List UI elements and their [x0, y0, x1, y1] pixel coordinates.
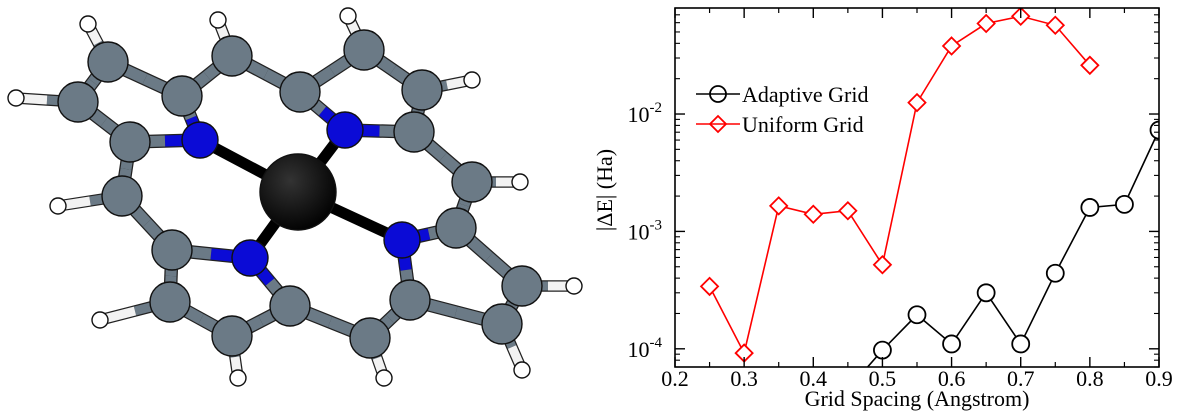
carbon-atom: [435, 207, 477, 249]
carbon-atom: [57, 81, 99, 123]
carbon-atom: [211, 315, 253, 357]
x-tick-label: 0.5: [869, 366, 897, 391]
carbon-atom: [343, 29, 385, 71]
data-point-circle: [1080, 198, 1100, 217]
porphyrin-molecule-image: [7, 7, 583, 387]
y-axis-label: |ΔE| (Ha): [592, 149, 617, 231]
x-tick-label: 0.3: [730, 366, 758, 391]
hydrogen-atom: [375, 369, 393, 387]
hydrogen-atom: [7, 89, 25, 107]
x-tick-label: 0.8: [1076, 366, 1104, 391]
nitrogen-atom: [181, 121, 219, 159]
x-tick-label: 0.2: [661, 366, 689, 391]
hydrogen-atom: [91, 311, 109, 329]
x-tick-label: 0.9: [1145, 366, 1173, 391]
carbon-atom: [151, 229, 193, 271]
hydrogen-atom: [79, 15, 97, 33]
x-axis-ticks: 0.2 0.3 0.4 0.5 0.6 0.7 0.8 0.9: [661, 8, 1173, 391]
nitrogen-atom: [326, 111, 364, 149]
carbon-atom: [87, 41, 129, 83]
y-axis-ticks: 10-4 10-3 10-2: [628, 7, 1159, 368]
chart-series-layer: [699, 8, 1159, 367]
y-tick-label: 10-4: [628, 335, 663, 362]
data-point-circle: [873, 340, 892, 360]
legend-marker-uniform: [708, 114, 728, 134]
carbon-atom: [389, 279, 431, 321]
legend-label-adaptive: Adaptive Grid: [742, 82, 868, 107]
data-point-diamond: [976, 13, 996, 34]
carbon-atom: [451, 161, 493, 203]
carbon-atom: [109, 121, 151, 163]
data-point-circle: [1045, 263, 1065, 283]
legend-label-uniform: Uniform Grid: [742, 112, 864, 137]
hydrogen-atom: [49, 197, 67, 215]
hydrogen-atom: [339, 7, 357, 25]
data-point-diamond: [907, 92, 927, 113]
data-point-diamond: [803, 204, 824, 225]
data-point-circle: [976, 283, 996, 303]
series-line: [866, 129, 1159, 367]
x-tick-label: 0.7: [1007, 366, 1035, 391]
hydrogen-atom: [511, 173, 529, 191]
y-tick-label: 10-3: [628, 217, 663, 244]
chart-legend: Adaptive Grid Uniform Grid: [696, 82, 868, 137]
metal-atom: [259, 153, 337, 231]
legend-entry-uniform: Uniform Grid: [696, 112, 864, 137]
data-point-diamond: [699, 276, 720, 297]
legend-entry-adaptive: Adaptive Grid: [696, 82, 868, 107]
carbon-atom: [149, 281, 191, 323]
y-tick-label: 10-2: [628, 100, 663, 127]
data-point-circle: [907, 305, 927, 325]
hydrogen-atom: [229, 369, 247, 387]
data-point-circle: [1115, 194, 1134, 214]
data-point-diamond: [1045, 15, 1066, 36]
data-point-diamond: [872, 254, 893, 275]
carbon-atom: [101, 175, 143, 217]
carbon-atom: [401, 69, 443, 111]
data-point-diamond: [838, 200, 858, 221]
data-point-circle: [1011, 334, 1031, 354]
carbon-atom: [211, 35, 253, 77]
carbon-atom: [501, 265, 543, 307]
carbon-atom: [161, 75, 203, 117]
hydrogen-atom: [209, 11, 227, 29]
nitrogen-atom: [383, 221, 421, 259]
carbon-atom: [269, 285, 311, 327]
data-point-diamond: [1080, 55, 1100, 76]
data-point-diamond: [941, 36, 962, 56]
carbon-atom: [481, 303, 523, 345]
hydrogen-atom: [463, 71, 481, 89]
data-point-circle: [942, 334, 961, 354]
series-adaptive-grid: [866, 120, 1159, 367]
x-tick-label: 0.6: [938, 366, 966, 391]
nitrogen-atom: [231, 239, 269, 277]
carbon-atom: [349, 317, 391, 359]
hydrogen-atom: [565, 277, 583, 295]
legend-marker-adaptive: [709, 85, 727, 103]
x-axis-label: Grid Spacing (Angstrom): [805, 386, 1030, 411]
series-uniform-grid: [699, 8, 1100, 363]
carbon-atom: [393, 111, 435, 153]
molecule-atoms: [7, 7, 583, 387]
data-point-diamond: [768, 196, 789, 216]
hydrogen-atom: [513, 361, 531, 379]
carbon-atom: [279, 71, 321, 113]
energy-error-chart: 0.2 0.3 0.4 0.5 0.6 0.7 0.8 0.9 10-4 10-3 10-2 Gr…: [592, 7, 1173, 411]
x-tick-label: 0.4: [800, 366, 828, 391]
series-line: [708, 15, 1091, 356]
